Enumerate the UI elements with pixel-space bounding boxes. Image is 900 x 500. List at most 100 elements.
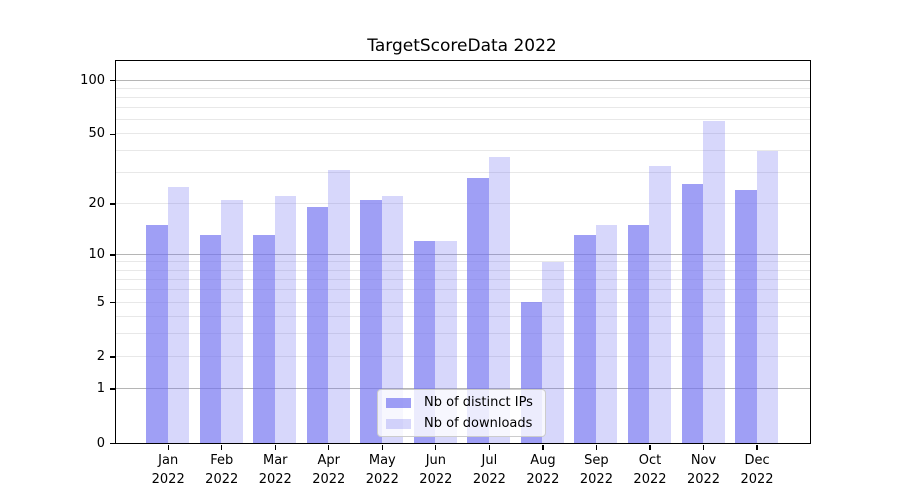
y-tick-label: 10 xyxy=(88,246,105,262)
x-tick-label: Oct 2022 xyxy=(618,451,682,489)
gridline-minor xyxy=(116,269,810,271)
bar-downloads xyxy=(649,165,671,443)
x-tick-mark xyxy=(274,445,276,450)
bar-distinct-ips xyxy=(360,199,382,443)
x-tick-label: Dec 2022 xyxy=(725,451,789,489)
bar-downloads xyxy=(221,199,243,443)
gridline-minor xyxy=(116,87,810,89)
x-tick-label: Sep 2022 xyxy=(564,451,628,489)
y-tick-label: 100 xyxy=(80,72,105,88)
bar-downloads xyxy=(328,170,350,443)
gridline-minor xyxy=(116,333,810,335)
chart-title: TargetScoreData 2022 xyxy=(367,36,557,56)
x-tick-label-month: Oct xyxy=(638,453,662,468)
legend-item-downloads: Nb of downloads xyxy=(378,415,545,433)
y-tick-label: 5 xyxy=(96,294,105,310)
x-tick-mark xyxy=(221,445,223,450)
bar-distinct-ips xyxy=(627,224,650,443)
y-tick-label: 50 xyxy=(88,126,105,142)
x-tick-label-year: 2022 xyxy=(579,472,613,487)
bar-downloads xyxy=(595,224,618,443)
gridline-major xyxy=(116,253,810,255)
gridline-minor xyxy=(116,301,810,303)
legend-label-distinct-ips: Nb of distinct IPs xyxy=(424,394,533,410)
x-tick-label: Nov 2022 xyxy=(672,451,736,489)
gridline-minor xyxy=(116,119,810,121)
x-tick-label: Apr 2022 xyxy=(297,451,361,489)
y-tick-mark xyxy=(110,442,115,445)
y-tick-label: 0 xyxy=(96,435,105,451)
x-tick-label-year: 2022 xyxy=(526,472,560,487)
bar-distinct-ips xyxy=(574,235,596,443)
x-tick-mark xyxy=(702,445,705,450)
y-tick-mark xyxy=(110,79,115,82)
x-tick-label-year: 2022 xyxy=(205,472,239,487)
x-tick-label: Feb 2022 xyxy=(190,451,254,489)
y-tick-mark xyxy=(110,133,115,135)
bar-distinct-ips xyxy=(467,178,489,443)
x-tick-mark xyxy=(488,445,491,450)
x-tick-label-month: Sep xyxy=(584,453,609,468)
bar-distinct-ips xyxy=(681,183,703,443)
x-tick-label: Jan 2022 xyxy=(136,451,200,489)
gridline-minor xyxy=(116,289,810,291)
y-tick-mark xyxy=(110,203,115,205)
legend-label-downloads: Nb of downloads xyxy=(424,415,533,431)
x-tick-mark xyxy=(649,445,651,450)
x-tick-label-month: May xyxy=(368,453,396,468)
gridline-minor xyxy=(116,150,810,152)
bar-distinct-ips xyxy=(735,189,757,443)
gridline-minor xyxy=(116,203,810,205)
bar-distinct-ips xyxy=(306,207,329,443)
gridline-minor xyxy=(116,172,810,174)
bar-downloads xyxy=(488,156,511,443)
x-tick-label-year: 2022 xyxy=(312,472,346,487)
gridline-minor xyxy=(116,107,810,109)
gridline-major xyxy=(116,79,810,81)
x-tick-label-year: 2022 xyxy=(686,472,721,487)
legend-swatch-downloads xyxy=(386,418,411,429)
y-tick-label: 2 xyxy=(96,349,105,365)
x-tick-label-year: 2022 xyxy=(633,472,667,487)
x-tick-label-year: 2022 xyxy=(365,472,399,487)
y-tick-mark xyxy=(110,388,115,390)
x-tick-label-month: Dec xyxy=(744,453,770,468)
x-tick-mark xyxy=(756,445,758,450)
gridline-minor xyxy=(116,261,810,263)
x-tick-label-year: 2022 xyxy=(740,472,774,487)
x-tick-label-month: Apr xyxy=(317,453,341,468)
x-tick-label-month: Feb xyxy=(210,453,234,468)
bar-downloads xyxy=(167,186,190,443)
gridline-minor xyxy=(116,133,810,135)
x-tick-mark xyxy=(381,445,383,450)
x-tick-mark xyxy=(595,445,598,450)
bar-downloads xyxy=(703,120,725,443)
legend-swatch-distinct-ips xyxy=(386,397,411,408)
x-tick-mark xyxy=(542,445,544,450)
plot-area xyxy=(115,60,811,444)
x-tick-label-month: Nov xyxy=(690,453,717,468)
x-tick-label-month: Jun xyxy=(425,453,446,468)
gridline-minor xyxy=(116,315,810,317)
x-tick-label-year: 2022 xyxy=(151,472,185,487)
x-tick-label-year: 2022 xyxy=(258,472,292,487)
bar-downloads xyxy=(381,196,404,443)
bar-downloads xyxy=(274,196,297,443)
gridline-major xyxy=(116,387,810,389)
x-tick-label-month: Jan xyxy=(158,453,179,468)
legend-item-distinct-ips: Nb of distinct IPs xyxy=(378,394,545,412)
y-tick-mark xyxy=(110,356,115,358)
x-tick-label-month: Jul xyxy=(481,453,498,468)
bar-distinct-ips xyxy=(199,235,222,443)
bar-downloads xyxy=(542,261,564,443)
y-tick-label: 20 xyxy=(88,196,105,212)
x-tick-label-year: 2022 xyxy=(472,472,506,487)
gridline-minor xyxy=(116,356,810,358)
x-tick-label: Jun 2022 xyxy=(404,451,468,489)
bar-distinct-ips xyxy=(146,224,168,443)
gridline-minor xyxy=(116,96,810,98)
y-tick-mark xyxy=(110,254,115,256)
y-tick-label: 1 xyxy=(96,380,105,396)
x-tick-label-month: Aug xyxy=(530,453,556,468)
